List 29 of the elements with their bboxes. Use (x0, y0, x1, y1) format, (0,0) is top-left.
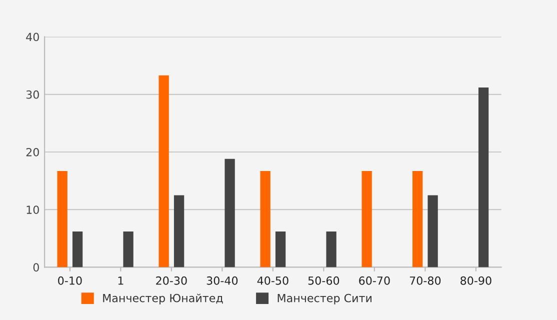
x-tick-label: 50-60 (308, 276, 340, 285)
x-tick-label: 0-10 (58, 276, 82, 285)
bar (428, 195, 438, 268)
legend-label: Манчестер Юнайтед (103, 294, 223, 304)
bar (123, 231, 134, 268)
y-tick-label: 10 (26, 206, 39, 214)
bar (260, 171, 270, 268)
x-tick-label: 30-40 (206, 276, 238, 285)
x-tick-label: 60-70 (359, 276, 390, 285)
bar (326, 231, 336, 268)
legend-label: Манчестер Сити (278, 294, 372, 304)
y-tick-label: 40 (26, 32, 39, 42)
x-tick-label: 80-90 (460, 276, 492, 285)
bar (362, 171, 372, 268)
x-tick-label: 20-30 (156, 276, 187, 285)
y-tick-label: 30 (26, 90, 39, 99)
y-tick-label: 20 (26, 148, 39, 156)
bar (412, 171, 423, 268)
bar (224, 158, 235, 268)
bar (478, 87, 489, 268)
bar (275, 231, 286, 268)
bar (174, 195, 184, 268)
bar (72, 231, 83, 268)
bar (158, 75, 169, 268)
x-tick-label: 70-80 (410, 276, 441, 285)
x-tick-label: 40-50 (257, 276, 288, 285)
y-tick-label: 0 (33, 263, 39, 272)
x-tick-label: 1 (118, 276, 124, 285)
bar (57, 171, 68, 268)
